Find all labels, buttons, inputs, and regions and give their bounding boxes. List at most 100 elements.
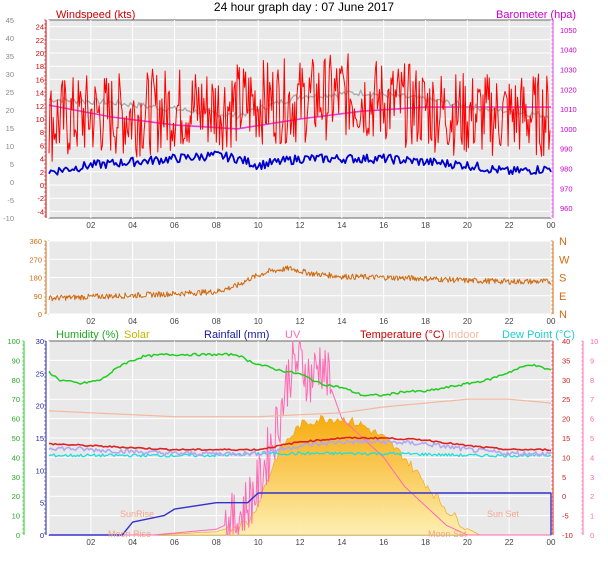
direction-x-tick: 08 — [212, 317, 221, 326]
humidity-axis-label: 40 — [12, 453, 20, 462]
direction-axis-label: 90 — [34, 292, 42, 301]
direction-x-tick: 06 — [170, 317, 179, 326]
wind-axis-label: 14 — [36, 89, 44, 98]
rainfall-line — [49, 492, 551, 536]
wind-x-tick: 10 — [254, 221, 263, 230]
temperature-axis-label: 20 — [562, 415, 570, 424]
uv-axis-label: 3 — [590, 473, 594, 482]
wind-x-tick: 08 — [212, 221, 221, 230]
humidity-axis-label: 70 — [12, 395, 20, 404]
direction-axis-label: 180 — [29, 274, 42, 283]
uv-axis-label: 7 — [590, 395, 594, 404]
pressure-axis-label: 970 — [560, 184, 573, 193]
pressure-axis-label: 1050 — [560, 26, 577, 35]
direction-x-tick: 16 — [379, 317, 388, 326]
temperature-axis-label: -10 — [562, 531, 573, 540]
direction-x-tick: 04 — [128, 317, 137, 326]
uv-axis-label: 8 — [590, 376, 594, 385]
pressure-axis-label: 980 — [560, 165, 573, 174]
wind-outer-axis-label: 20 — [6, 106, 14, 115]
wind-outer-axis-label: 10 — [6, 142, 14, 151]
compass-label: S — [559, 273, 566, 285]
temperature-x-tick: 14 — [337, 538, 346, 547]
wind-axis-label: 8 — [40, 128, 44, 137]
wind-average-line — [48, 150, 552, 176]
direction-axis-label: 270 — [29, 255, 42, 264]
humidity-line — [48, 352, 552, 397]
rain-axis-label: 15 — [36, 434, 44, 443]
pressure-axis-label: 1020 — [560, 85, 577, 94]
pressure-axis-label: 960 — [560, 204, 573, 213]
uv-axis-label: 5 — [590, 434, 594, 443]
direction-x-tick: 02 — [86, 317, 95, 326]
wind-axis-label: 2 — [40, 168, 44, 177]
indoor-legend: Indoor — [448, 329, 480, 341]
temperature-x-tick: 06 — [170, 538, 179, 547]
humidity-axis-label: 10 — [12, 512, 20, 521]
uv-legend: UV — [285, 329, 301, 341]
pressure-axis-label: 990 — [560, 145, 573, 154]
temperature-x-tick: 12 — [296, 538, 305, 547]
humidity-axis-label: 0 — [16, 531, 20, 540]
temperature-x-tick: 02 — [86, 538, 95, 547]
direction-x-tick: 20 — [463, 317, 472, 326]
wind-x-tick: 12 — [296, 221, 305, 230]
direction-x-tick: 18 — [421, 317, 430, 326]
wind-series-label: Windspeed (kts) — [56, 9, 135, 21]
temperature-axis-label: 25 — [562, 395, 570, 404]
temperature-x-tick: 22 — [505, 538, 514, 547]
moonrise-annotation: Moon Rise — [108, 529, 151, 539]
wind-x-tick: 16 — [379, 221, 388, 230]
wind-axis-label: 24 — [36, 23, 44, 32]
direction-x-tick: 10 — [254, 317, 263, 326]
wind-x-tick: 22 — [505, 221, 514, 230]
wind-axis-label: 18 — [36, 62, 44, 71]
direction-x-tick: 00 — [547, 317, 556, 326]
dew-point-legend: Dew Point (°C) — [502, 329, 575, 341]
direction-x-tick: 14 — [337, 317, 346, 326]
dew-point-line — [48, 451, 552, 458]
uv-axis-label: 6 — [590, 415, 594, 424]
temperature-axis-label: 30 — [562, 376, 570, 385]
pressure-axis-label: 1030 — [560, 66, 577, 75]
wind-outer-axis-label: 45 — [6, 16, 14, 25]
temperature-x-tick: 04 — [128, 538, 137, 547]
rain-axis-label: 30 — [36, 337, 44, 346]
temperature-axis-label: 10 — [562, 453, 570, 462]
uv-axis-label: 0 — [590, 531, 594, 540]
humidity-legend: Humidity (%) — [56, 329, 119, 341]
wind-x-tick: 18 — [421, 221, 430, 230]
uv-axis-label: 10 — [590, 337, 598, 346]
wind-axis-label: 16 — [36, 75, 44, 84]
direction-axis-label: 360 — [29, 237, 42, 246]
wind-outer-axis-label: 0 — [10, 178, 14, 187]
wind-axis-label: 20 — [36, 49, 44, 58]
wind-outer-axis-label: 35 — [6, 52, 14, 61]
temperature-x-tick: 16 — [379, 538, 388, 547]
wind-outer-axis-label: 30 — [6, 70, 14, 79]
rain-axis-label: 0 — [40, 531, 44, 540]
humidity-axis-label: 100 — [7, 337, 20, 346]
temperature-axis-label: 35 — [562, 356, 570, 365]
uv-axis-label: 9 — [590, 356, 594, 365]
wind-x-tick: 14 — [337, 221, 346, 230]
pressure-axis-label: 1010 — [560, 105, 577, 114]
humidity-axis-label: 30 — [12, 473, 20, 482]
temperature-x-tick: 20 — [463, 538, 472, 547]
wind-x-tick: 06 — [170, 221, 179, 230]
temperature-x-tick: 00 — [547, 538, 556, 547]
wind-x-tick: 02 — [86, 221, 95, 230]
compass-label: N — [559, 236, 567, 248]
direction-axis-label: 0 — [38, 310, 42, 319]
rain-axis-label: 20 — [36, 402, 44, 411]
humidity-axis-label: 90 — [12, 356, 20, 365]
wind-axis-label: 4 — [40, 155, 44, 164]
sunset-annotation: Sun Set — [487, 509, 520, 519]
wind-axis-label: -4 — [37, 207, 44, 216]
temperature-line — [48, 436, 552, 452]
rain-axis-label: 25 — [36, 369, 44, 378]
wind-x-tick: 04 — [128, 221, 137, 230]
wind-outer-axis-label: 15 — [6, 124, 14, 133]
